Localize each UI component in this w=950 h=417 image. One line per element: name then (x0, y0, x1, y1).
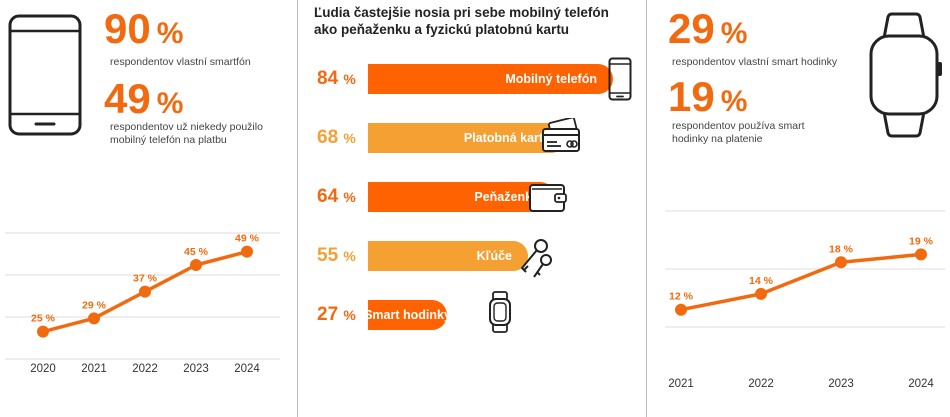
text-line: respondentov používa smart (672, 120, 805, 132)
smartphone-owners-stat: 90% (104, 8, 183, 55)
smartwatch-owners-stat: 29% (668, 8, 747, 55)
text-line: hodinky na platenie (672, 133, 763, 145)
smartwatch-payment-stat: 19% (668, 76, 747, 123)
stat-unit: % (720, 17, 748, 50)
x-tick-label: 2023 (828, 378, 854, 390)
stat-value: 19 (668, 73, 715, 120)
data-point (37, 325, 49, 338)
bar: Platobná karta (368, 123, 566, 153)
smartphone-icon (8, 14, 82, 136)
bar: Smart hodinky (364, 300, 451, 330)
text-line: mobilný telefón na platbu (110, 134, 227, 146)
x-tick-label: 2022 (748, 378, 774, 390)
data-point (755, 287, 767, 300)
unit: % (343, 130, 356, 146)
x-tick-label: 2024 (234, 363, 260, 375)
x-tick-label: 2023 (183, 363, 209, 375)
data-label: 12 % (669, 291, 694, 303)
line-chart-smartwatch-payment: 12 % 14 % 18 % 19 % 2021 2022 2023 2024 (665, 210, 945, 390)
line-chart-mobile-payment: 25 % 29 % 37 % 45 % 49 % 2020 2021 2022 2023 2024 (5, 232, 280, 375)
unit: % (343, 71, 356, 87)
bar: Mobilný telefón (368, 64, 613, 94)
bar-value-label: 55 % (317, 245, 356, 266)
data-label: 14 % (749, 275, 774, 287)
divider (297, 0, 298, 417)
stat-unit: % (156, 87, 184, 120)
x-tick-label: 2021 (81, 363, 107, 375)
stat-value: 90 (104, 5, 151, 52)
stat-unit: % (156, 17, 184, 50)
unit: % (343, 189, 356, 205)
bar-value-label: 27 % (317, 304, 356, 325)
chart-title: Ľudia častejšie nosia pri sebe mobilný t… (314, 4, 609, 38)
smartwatch-owners-text: respondentov vlastní smart hodinky (672, 56, 838, 68)
data-point (190, 259, 202, 271)
x-tick-label: 2022 (132, 363, 158, 375)
smartphone-owners-text: respondentov vlastní smartfón (110, 56, 251, 68)
smartphone-icon (608, 57, 632, 101)
data-point (675, 303, 687, 316)
bar-value-label: 84 % (317, 68, 356, 89)
x-tick-label: 2021 (668, 378, 694, 390)
unit: % (343, 248, 356, 264)
mobile-payment-text: respondentov už niekedy použilo mobilný … (110, 121, 263, 147)
bar-value-label: 68 % (317, 127, 356, 148)
wallet-icon (529, 184, 567, 212)
data-point (241, 245, 253, 258)
data-label: 19 % (909, 235, 934, 247)
data-label: 29 % (82, 299, 107, 311)
stat-value: 49 (104, 75, 151, 122)
mobile-payment-stat: 49% (104, 78, 183, 125)
unit: % (343, 307, 356, 323)
stat-value: 29 (668, 5, 715, 52)
smartwatch-payment-text: respondentov používa smart hodinky na pl… (672, 120, 805, 146)
payment-card-icon (542, 118, 580, 152)
data-label: 37 % (133, 273, 158, 285)
data-point (915, 248, 927, 261)
data-label: 25 % (31, 313, 56, 325)
data-label: 45 % (184, 246, 209, 258)
divider (646, 0, 647, 417)
title-line: ako peňaženku a fyzickú platobnú kartu (314, 22, 570, 37)
smartwatch-icon (489, 291, 511, 333)
data-label: 18 % (829, 243, 854, 255)
series-line (680, 252, 922, 312)
x-tick-label: 2024 (908, 378, 934, 390)
bar: Peňaženka (368, 182, 555, 212)
data-point (139, 285, 151, 298)
x-tick-label: 2020 (30, 363, 56, 375)
keys-icon (521, 239, 552, 278)
text-line: respondentov už niekedy použilo (110, 121, 263, 133)
title-line: Ľudia častejšie nosia pri sebe mobilný t… (314, 5, 609, 20)
data-point (88, 312, 100, 325)
smartwatch-icon (869, 12, 942, 138)
bar: Kľúče (368, 241, 528, 271)
data-label: 49 % (235, 233, 260, 245)
bar-value-label: 64 % (317, 186, 356, 207)
stat-unit: % (720, 85, 748, 118)
data-point (835, 256, 847, 269)
